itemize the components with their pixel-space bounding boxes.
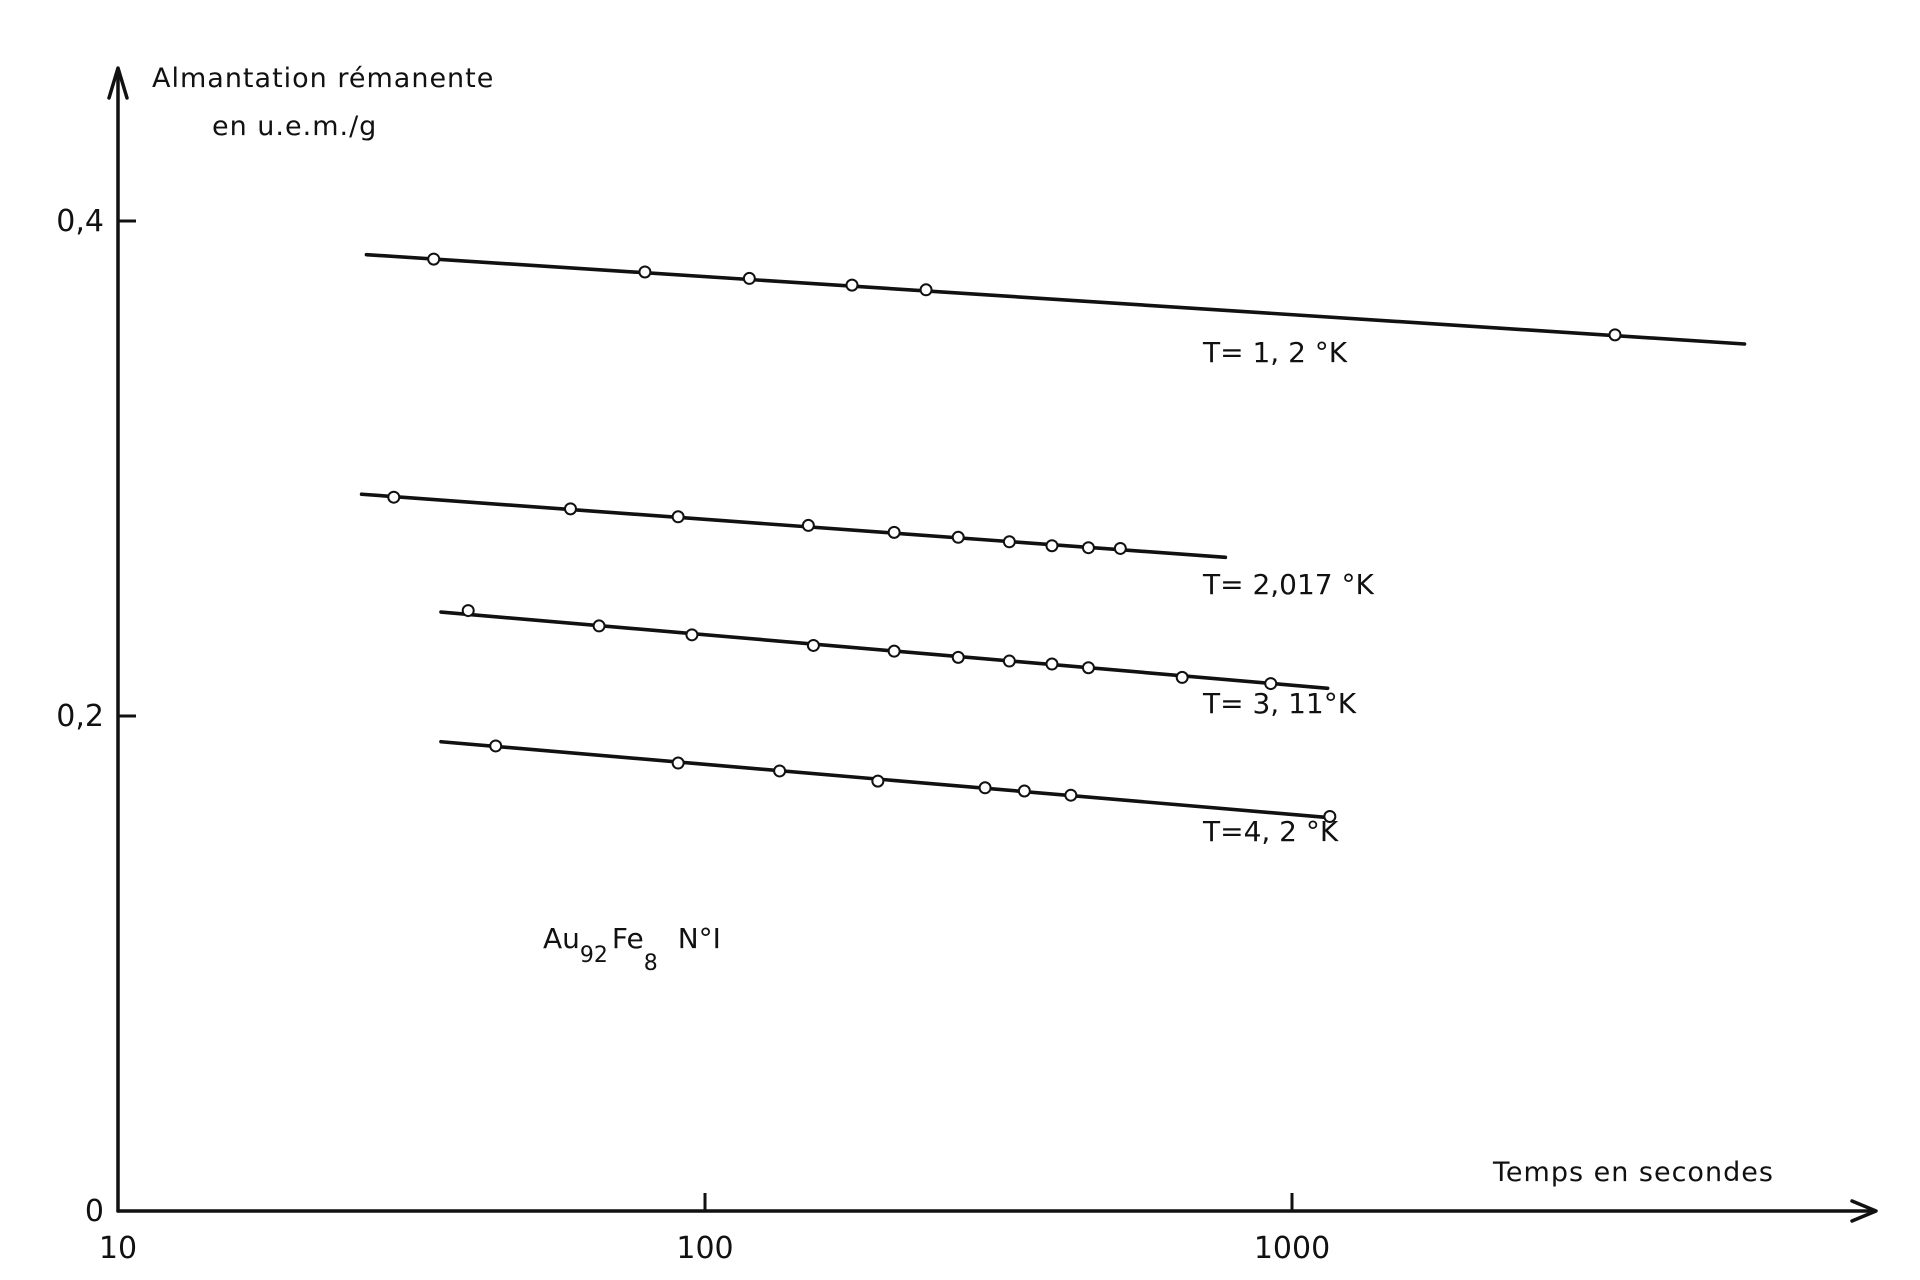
data-point [1064, 788, 1078, 802]
series-label: T= 1, 2 °K [1202, 336, 1348, 369]
data-point [1608, 328, 1622, 342]
axes [107, 66, 1878, 1223]
sample-base-2: Fe [612, 922, 644, 955]
data-point [978, 781, 992, 795]
y-tick-label: 0,2 [56, 699, 104, 734]
data-point [638, 265, 652, 279]
x-axis-title: Temps en secondes [1492, 1157, 1774, 1188]
data-point [387, 490, 401, 504]
x-tick-label: 1000 [1254, 1231, 1330, 1266]
data-point [1002, 535, 1016, 549]
y-tick-label: 0,4 [56, 204, 104, 239]
data-point [1113, 541, 1127, 555]
data-point [671, 510, 685, 524]
series-3: T= 3, 11°K [439, 604, 1357, 720]
data-point [685, 628, 699, 642]
data-point [1081, 541, 1095, 555]
data-point [919, 283, 933, 297]
y-axis-title-line-2: en u.e.m./g [212, 111, 377, 142]
series-fit-line [439, 610, 1330, 691]
data-point [887, 644, 901, 658]
data-point [461, 604, 475, 618]
series-fit-line [359, 492, 1228, 560]
sample-sub-1: 92 [580, 943, 608, 968]
data-point [1017, 784, 1031, 798]
series-label: T=4, 2 °K [1202, 815, 1339, 848]
series-1: T= 1, 2 °K [364, 252, 1747, 369]
x-tick-label: 100 [676, 1231, 733, 1266]
series-fit-line [439, 739, 1332, 820]
series-label: T= 2,017 °K [1202, 568, 1375, 601]
data-point [671, 756, 685, 770]
series-4: T=4, 2 °K [439, 739, 1339, 848]
data-point [887, 525, 901, 539]
x-axis-arrow-icon [1850, 1199, 1878, 1223]
data-point [845, 278, 859, 292]
data-point [1002, 654, 1016, 668]
data-point [1264, 677, 1278, 691]
data-point [742, 271, 756, 285]
data-point [951, 650, 965, 664]
sample-base-1: Au [543, 922, 580, 955]
data-point [1045, 539, 1059, 553]
data-point [1175, 670, 1189, 684]
data-point [806, 638, 820, 652]
data-point [489, 739, 503, 753]
data-point [592, 619, 606, 633]
y-axis-arrow-icon [107, 66, 129, 100]
data-point [871, 774, 885, 788]
data-point [1323, 809, 1337, 823]
data-point [427, 252, 441, 266]
sample-annotation: Au92Fe8 N°I [543, 922, 721, 976]
x-tick-label: 10 [99, 1231, 137, 1266]
data-point [801, 518, 815, 532]
y-tick-label: 0 [85, 1194, 104, 1229]
sample-suffix: N°I [678, 922, 721, 955]
data-point [1045, 657, 1059, 671]
data-point [563, 502, 577, 516]
sample-sub-2: 8 [644, 951, 658, 976]
data-point [1081, 661, 1095, 675]
series-label: T= 3, 11°K [1202, 687, 1357, 720]
y-axis-title-line-1: Almantation rémanente [152, 63, 494, 94]
series-layer: T= 1, 2 °K T= 2,017 °K T= 3, 11°K T=4, 2 °K [359, 252, 1747, 848]
data-point [951, 530, 965, 544]
data-point [773, 764, 787, 778]
series-2: T= 2,017 °K [359, 490, 1375, 601]
series-fit-line [364, 252, 1747, 346]
ticks: 0 0,2 0,4 10 100 1000 [56, 204, 1330, 1266]
